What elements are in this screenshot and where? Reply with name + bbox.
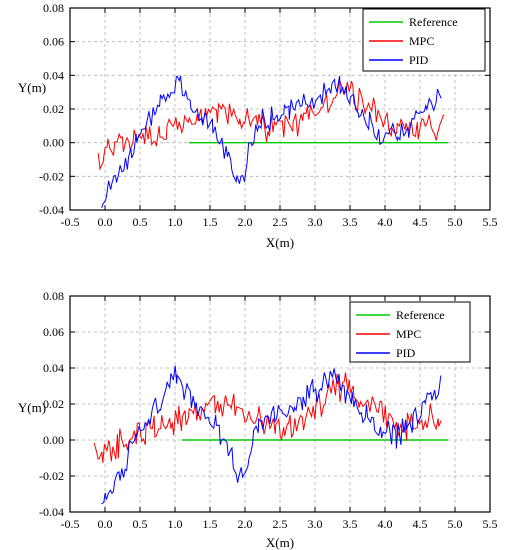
x-tick-label: 5.5 xyxy=(483,517,498,531)
legend: Reference MPC PID xyxy=(349,301,471,363)
y-tick-label: 0.02 xyxy=(43,397,64,411)
x-tick-label: 1.0 xyxy=(168,215,183,229)
chart-panel-2: -0.5 0.0 0.5 1.0 1.5 2.0 2.5 3.0 3.5 4.0 4.5 5.0 5.5… xyxy=(18,289,498,550)
x-tick-label: 2.5 xyxy=(273,215,288,229)
x-tick-label: 4.0 xyxy=(378,517,393,531)
x-tick-label: 0.0 xyxy=(98,517,113,531)
y-tick-label: 0.06 xyxy=(43,325,64,339)
y-tick-label: 0.02 xyxy=(43,102,64,116)
x-tick-label: -0.5 xyxy=(61,517,80,531)
x-axis-label: X(m) xyxy=(266,535,294,550)
x-tick-label: -0.5 xyxy=(61,215,80,229)
y-tick-label: 0.08 xyxy=(43,1,64,15)
x-tick-label: 3.0 xyxy=(308,517,323,531)
x-tick-label: 3.0 xyxy=(308,215,323,229)
y-tick-label: 0.08 xyxy=(43,289,64,303)
series-line-pid xyxy=(100,365,442,505)
y-tick-label: -0.02 xyxy=(39,169,64,183)
y-axis-label: Y(m) xyxy=(18,400,46,415)
y-tick-label: 0.06 xyxy=(43,35,64,49)
x-tick-label: 2.0 xyxy=(238,517,253,531)
chart-panel-1: -0.5 0.0 0.5 1.0 1.5 2.0 2.5 3.0 3.5 4.0 4.5 5.0 5.5… xyxy=(18,1,498,250)
x-tick-label: 4.5 xyxy=(413,517,428,531)
y-tick-label: 0.00 xyxy=(43,136,64,150)
legend-label-reference: Reference xyxy=(409,15,458,29)
x-tick-label: 0.5 xyxy=(133,517,148,531)
legend-box xyxy=(349,301,471,363)
y-tick-label: 0.04 xyxy=(43,68,64,82)
x-tick-label: 0.5 xyxy=(133,215,148,229)
x-tick-label: 5.0 xyxy=(448,517,463,531)
legend: Reference MPC PID xyxy=(362,8,486,72)
x-tick-label: 2.0 xyxy=(238,215,253,229)
series-line-mpc xyxy=(93,372,442,463)
legend-label-pid: PID xyxy=(409,53,429,67)
series-line-pid xyxy=(101,75,442,208)
legend-label-reference: Reference xyxy=(396,308,445,322)
y-tick-label: -0.02 xyxy=(39,469,64,483)
x-tick-label: 4.5 xyxy=(413,215,428,229)
legend-label-mpc: MPC xyxy=(396,327,421,341)
x-tick-label: 3.5 xyxy=(343,517,358,531)
legend-label-mpc: MPC xyxy=(409,34,434,48)
x-tick-label: 2.5 xyxy=(273,517,288,531)
y-tick-label: -0.04 xyxy=(39,203,64,217)
x-tick-label: 5.5 xyxy=(483,215,498,229)
y-tick-label: 0.00 xyxy=(43,433,64,447)
x-tick-label: 0.0 xyxy=(98,215,113,229)
y-axis-label: Y(m) xyxy=(18,80,46,95)
x-tick-label: 1.5 xyxy=(203,517,218,531)
x-tick-label: 5.0 xyxy=(448,215,463,229)
y-tick-label: 0.04 xyxy=(43,361,64,375)
x-axis-label: X(m) xyxy=(266,235,294,250)
legend-label-pid: PID xyxy=(396,346,416,360)
x-tick-label: 4.0 xyxy=(378,215,393,229)
y-tick-label: -0.04 xyxy=(39,505,64,519)
x-tick-label: 1.5 xyxy=(203,215,218,229)
x-tick-label: 3.5 xyxy=(343,215,358,229)
x-tick-label: 1.0 xyxy=(168,517,183,531)
